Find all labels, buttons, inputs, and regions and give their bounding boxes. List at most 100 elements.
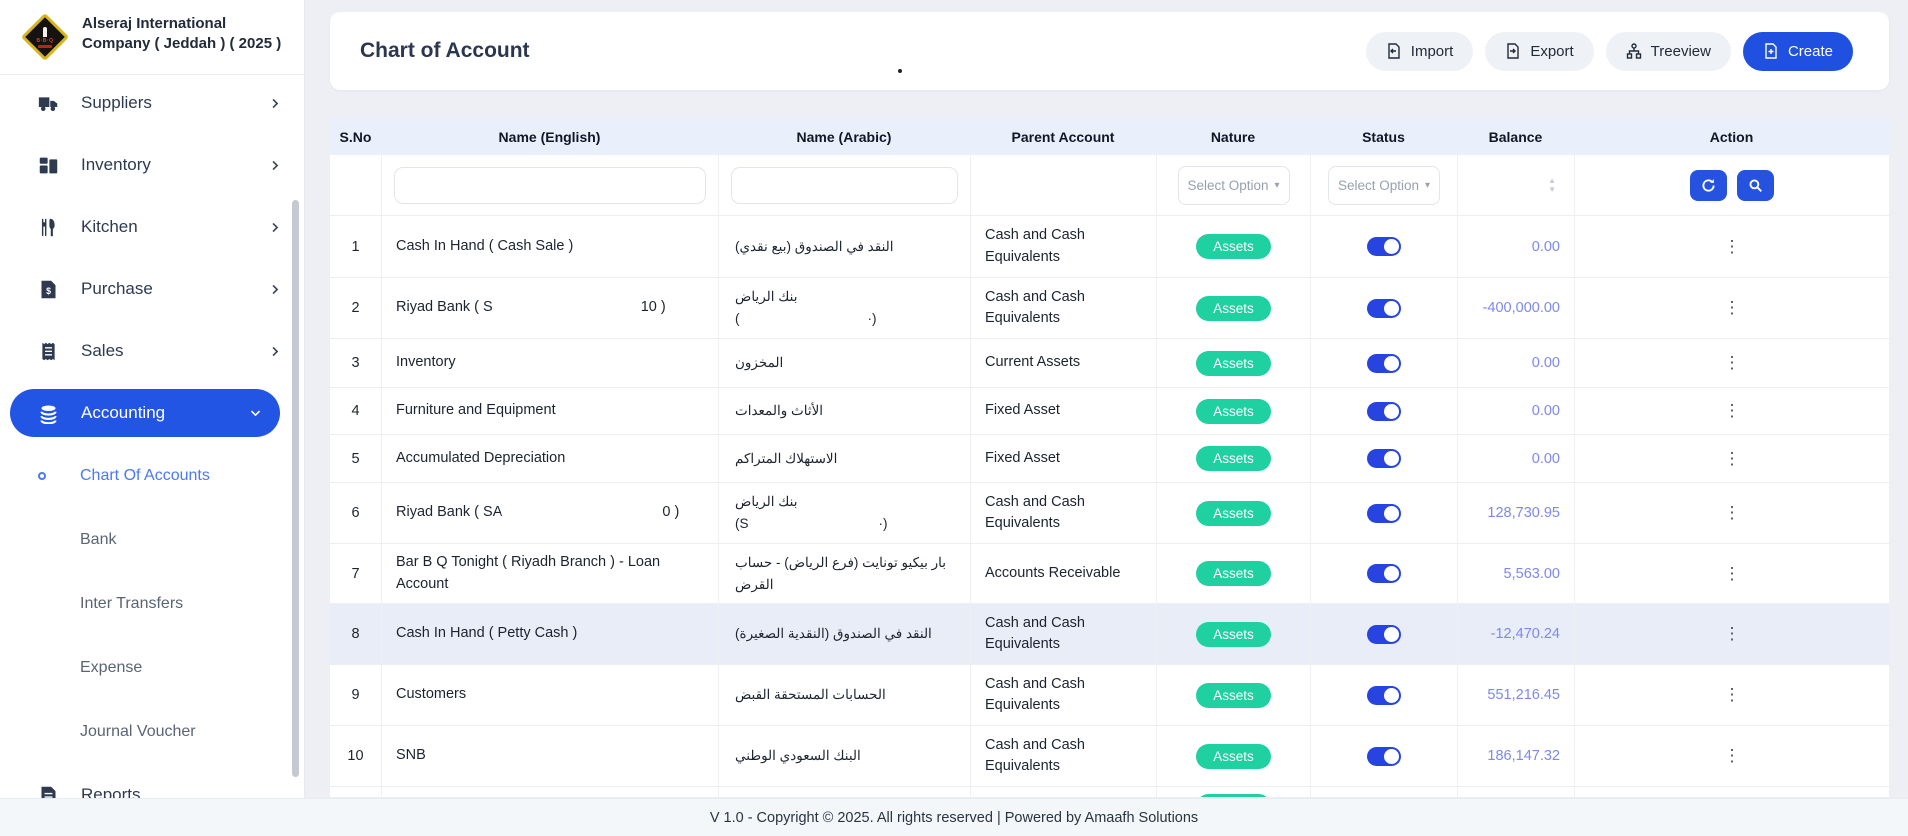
cell-parent-account: Cash and Cash Equivalents (970, 483, 1156, 543)
cell-parent-account: Cash and Cash Equivalents (970, 278, 1156, 338)
file-plus-icon (1765, 43, 1777, 59)
chevron-right-icon (272, 346, 279, 356)
status-toggle[interactable] (1367, 564, 1401, 583)
cell-name-arabic (718, 787, 970, 797)
treeview-label: Treeview (1650, 42, 1711, 60)
chevron-right-icon (272, 98, 279, 108)
cell-balance (1457, 787, 1574, 797)
sidebar-item-sales[interactable]: Sales (0, 320, 304, 382)
cell-sno: 2 (351, 300, 360, 316)
treeview-button[interactable]: Treeview (1605, 31, 1731, 71)
status-toggle[interactable] (1367, 353, 1401, 373)
reset-filters-button[interactable] (1690, 169, 1727, 201)
sidebar-item-accounting[interactable]: Accounting (10, 389, 280, 437)
cell-name-english: Cash In Hand ( Petty Cash ) (381, 604, 718, 664)
status-toggle[interactable] (1367, 449, 1401, 468)
status-select-value: Select Option (1337, 177, 1419, 193)
nature-badge: Assets (1196, 682, 1271, 708)
cell-sno: 6 (351, 505, 360, 521)
cell-sno: 4 (351, 403, 360, 419)
cell-name-arabic: بار بيكيو تونايت (فرع الرياض) - حساب الق… (718, 544, 970, 603)
nature-badge: Assets (1196, 350, 1271, 376)
nature-badge: Assets (1196, 794, 1271, 797)
redaction-mark (492, 300, 641, 314)
filter-name-arabic-input[interactable] (731, 166, 958, 204)
row-actions-menu[interactable]: ⋮ (1723, 401, 1741, 420)
row-actions-menu[interactable]: ⋮ (1723, 624, 1741, 643)
row-actions-menu[interactable]: ⋮ (1723, 746, 1741, 765)
cell-name-arabic: بنك الرياض(·) (718, 278, 970, 338)
sidebar-subitem-journal-voucher[interactable]: Journal Voucher (0, 700, 304, 764)
row-actions-menu[interactable]: ⋮ (1723, 503, 1741, 522)
cell-parent-account: Fixed Asset (970, 388, 1156, 434)
sidebar-item-inventory[interactable]: Inventory (0, 134, 304, 196)
cell-name-arabic: بنك الرياض (S ·) (718, 483, 970, 543)
subitem-label: Chart Of Accounts (80, 467, 210, 484)
coins-icon (40, 404, 57, 424)
balance-filter-stepper[interactable]: ▲ ▼ (1548, 176, 1556, 194)
status-toggle[interactable] (1367, 503, 1401, 523)
sidebar-nav: Suppliers Inventory Kitchen $ Purchase S… (0, 72, 304, 826)
row-actions-menu[interactable]: ⋮ (1723, 685, 1741, 704)
active-bullet-icon (38, 472, 46, 480)
col-sno: S.No (339, 128, 372, 145)
status-toggle[interactable] (1367, 237, 1401, 256)
caret-down-icon: ▾ (1425, 179, 1431, 191)
row-actions-menu[interactable]: ⋮ (1723, 563, 1741, 583)
row-actions-menu[interactable]: ⋮ (1716, 795, 1749, 798)
filter-status-select[interactable]: Select Option ▾ (1328, 165, 1440, 205)
sidebar-subitem-inter-transfers[interactable]: Inter Transfers (0, 572, 304, 636)
sidebar-subitem-chart-of-accounts[interactable]: Chart Of Accounts (0, 444, 304, 508)
filter-name-english-input[interactable] (394, 166, 706, 204)
cell-name-english: Accumulated Depreciation (381, 435, 718, 482)
status-toggle[interactable] (1367, 401, 1401, 421)
cell-name-arabic: الأثاث والمعدات (718, 388, 970, 434)
cell-parent-account: Cash and Cash Equivalents (970, 216, 1156, 277)
sidebar-item-purchase[interactable]: $ Purchase (0, 258, 304, 320)
cell-name-english: Riyad Bank ( SA 0 ) (381, 483, 718, 543)
table-row: 4 Furniture and Equipment الأثاث والمعدا… (330, 388, 1889, 435)
search-button[interactable] (1737, 169, 1774, 201)
export-button[interactable]: Export (1485, 31, 1594, 71)
status-toggle[interactable] (1367, 298, 1401, 318)
nature-badge: Assets (1196, 398, 1271, 424)
sidebar-item-label: Purchase (81, 279, 153, 298)
import-button[interactable]: Import (1365, 31, 1474, 71)
export-label: Export (1530, 42, 1574, 60)
cell-balance: 551,216.45 (1457, 665, 1574, 725)
col-status: Status (1362, 128, 1405, 145)
subitem-label: Bank (80, 531, 117, 548)
cell-name-arabic: البنك السعودي الوطني (718, 726, 970, 786)
cell-parent-account: Current Assets (970, 339, 1156, 387)
sidebar-subitem-bank[interactable]: Bank (0, 508, 304, 572)
table-header-row: S.No Name (English) Name (Arabic) Parent… (330, 118, 1889, 155)
toolbar: Import Export Treeview Create (1365, 31, 1853, 71)
table-row: 10 SNB البنك السعودي الوطني Cash and Cas… (330, 726, 1889, 787)
redaction-mark (739, 311, 868, 325)
row-actions-menu[interactable]: ⋮ (1723, 353, 1741, 372)
sidebar-scrollbar[interactable] (292, 200, 299, 777)
create-button[interactable]: Create (1742, 31, 1853, 71)
status-toggle[interactable] (1367, 685, 1401, 705)
row-actions-menu[interactable]: ⋮ (1723, 236, 1741, 256)
nature-badge: Assets (1196, 295, 1271, 321)
import-label: Import (1410, 42, 1454, 60)
col-nature: Nature (1210, 128, 1256, 145)
sidebar-item-suppliers[interactable]: Suppliers (0, 72, 304, 134)
refresh-icon (1702, 178, 1715, 192)
invoice-dollar-icon: $ (41, 280, 56, 298)
nature-badge: Assets (1196, 561, 1271, 586)
filter-nature-select[interactable]: Select Option ▾ (1177, 165, 1290, 205)
sidebar-item-kitchen[interactable]: Kitchen (0, 196, 304, 258)
treeview-icon (1626, 43, 1641, 59)
status-toggle[interactable] (1367, 624, 1401, 644)
sidebar-subitem-expense[interactable]: Expense (0, 636, 304, 700)
nature-badge: Assets (1196, 621, 1271, 647)
col-action: Action (1709, 128, 1754, 145)
truck-icon (38, 96, 58, 111)
row-actions-menu[interactable]: ⋮ (1723, 448, 1741, 468)
status-toggle[interactable] (1367, 746, 1401, 766)
row-actions-menu[interactable]: ⋮ (1723, 298, 1741, 317)
cell-name-arabic: الحسابات المستحقة القبض (718, 665, 970, 725)
redaction-mark (748, 516, 879, 530)
